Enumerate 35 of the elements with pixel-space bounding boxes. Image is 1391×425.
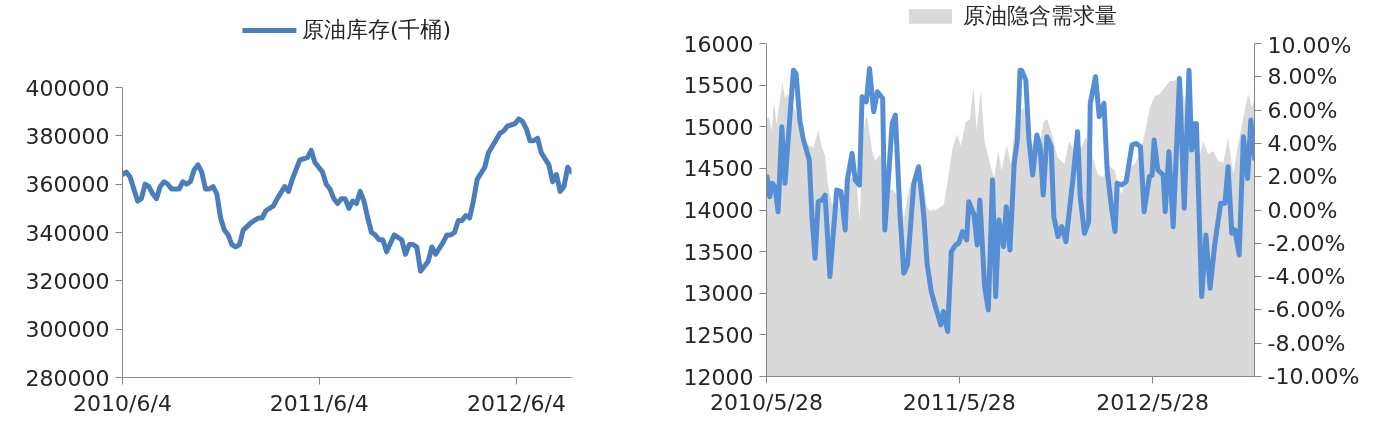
x-tick-label: 2011/6/4 (269, 390, 369, 416)
y2-tick-label: -6.00% (1267, 297, 1346, 323)
y-tick-label: 280000 (25, 365, 110, 391)
y2-tick-label: 0.00% (1267, 197, 1338, 223)
y2-tick-label: -8.00% (1267, 330, 1346, 356)
y-tick-label: 14500 (683, 156, 754, 182)
y-tick-label: 360000 (25, 172, 110, 198)
y2-tick-label: -4.00% (1267, 264, 1346, 290)
y-tick-label: 15500 (683, 73, 754, 99)
y2-tick-label: 2.00% (1267, 164, 1338, 190)
y2-tick-label: 6.00% (1267, 97, 1338, 123)
y2-tick-label: 10.00% (1267, 32, 1352, 58)
y-tick-label: 340000 (25, 220, 110, 246)
y2-tick-label: -10.00% (1267, 364, 1360, 389)
x-tick-label: 2010/6/4 (73, 390, 172, 416)
y2-tick-label: -2.00% (1267, 230, 1346, 256)
y-tick-label: 380000 (25, 123, 110, 149)
legend-label: 原油隐含需求量 (963, 2, 1117, 30)
y-tick-label: 12500 (683, 322, 754, 348)
legend-label: 原油库存(千桶) (301, 16, 452, 44)
y2-tick-label: 8.00% (1267, 64, 1338, 90)
y-tick-label: 12000 (683, 364, 754, 390)
y2-tick-label: 4.00% (1267, 130, 1338, 156)
y-tick-label: 300000 (25, 317, 110, 343)
y-tick-label: 13500 (683, 239, 754, 265)
y-tick-label: 16000 (683, 31, 754, 57)
y-tick-label: 15000 (683, 114, 754, 140)
x-tick-label: 2012/6/4 (467, 390, 566, 416)
x-tick-label: 2012/5/28 (1096, 389, 1209, 415)
x-tick-label: 2010/5/28 (710, 389, 823, 415)
y-tick-label: 14000 (683, 198, 754, 223)
y-tick-label: 320000 (25, 268, 110, 294)
y-tick-label: 400000 (25, 75, 110, 101)
x-tick-label: 2011/5/28 (902, 389, 1016, 415)
y-tick-label: 13000 (683, 281, 754, 307)
